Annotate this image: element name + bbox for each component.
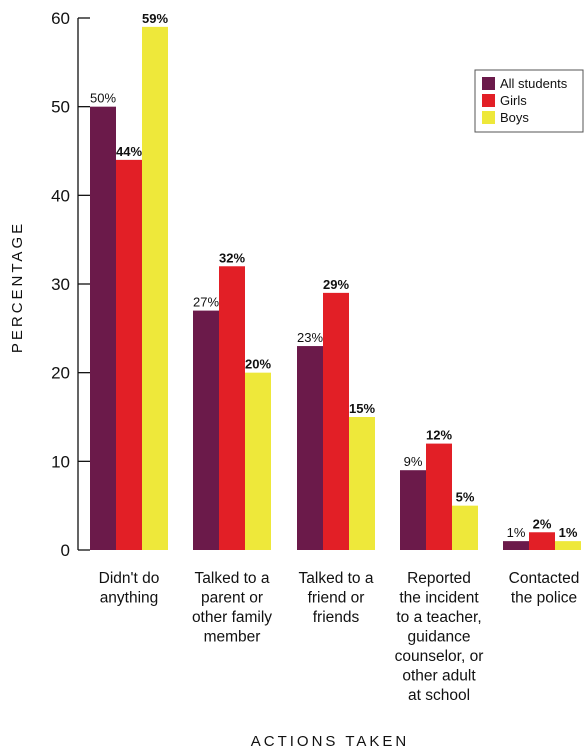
legend-swatch-all-students (482, 77, 495, 90)
category-label-line: Reported (407, 570, 471, 587)
category-label-line: guidance (408, 629, 471, 646)
bar-all-students (193, 310, 219, 550)
y-tick-label: 30 (51, 275, 70, 294)
y-axis-title: PERCENTAGE (9, 221, 26, 353)
legend: All students Girls Boys (474, 69, 584, 133)
data-label-all-students: 23% (297, 330, 323, 345)
data-label-boys: 5% (456, 490, 475, 505)
data-label-boys: 59% (142, 11, 168, 26)
category-label: Talked to a friend or friends (299, 570, 374, 626)
bar-all-students (400, 470, 426, 550)
bar-girls (116, 159, 142, 550)
data-label-boys: 15% (349, 401, 375, 416)
category-label-line: other family (192, 609, 272, 626)
data-label-girls: 44% (116, 144, 142, 159)
bar-boys (349, 417, 375, 550)
bar-girls (529, 532, 555, 550)
category-labels: Didn't do anything Talked to a parent or oth… (99, 570, 580, 704)
bar-boys (555, 541, 581, 550)
data-label-boys: 20% (245, 357, 271, 372)
bars (90, 26, 581, 551)
y-tick-label: 60 (51, 9, 70, 28)
y-tick-label: 10 (51, 452, 70, 471)
legend-label-boys: Boys (500, 110, 529, 125)
bar-all-students (90, 106, 116, 551)
category-label-line: parent or (201, 590, 263, 607)
category-label-line: the incident (399, 590, 479, 607)
category-label-line: Contacted (509, 570, 580, 587)
category-label: Reported the incident to a teacher, guidanc… (395, 570, 484, 704)
bar-all-students (503, 541, 529, 550)
category-label-line: counselor, or (395, 648, 484, 665)
data-label-all-students: 9% (404, 454, 423, 469)
bar-boys (142, 26, 168, 551)
category-label-line: Talked to a (195, 570, 270, 587)
category-label-line: anything (100, 590, 159, 607)
bar-girls (323, 292, 349, 550)
data-label-girls: 2% (533, 516, 552, 531)
category-label: Contacted the police (509, 570, 580, 607)
bar-girls (426, 443, 452, 550)
category-label-line: Didn't do (99, 570, 160, 587)
y-tick-label: 40 (51, 186, 70, 205)
category-label-line: friend or (308, 590, 365, 607)
bar-all-students (297, 346, 323, 550)
category-label-line: at school (408, 687, 470, 704)
data-label-girls: 32% (219, 250, 245, 265)
y-tick-label: 20 (51, 364, 70, 383)
category-label-line: friends (313, 609, 360, 626)
y-axis-ticks: 0 10 20 30 40 50 60 (51, 9, 90, 560)
category-label-line: other adult (402, 668, 476, 685)
y-tick-label: 0 (61, 541, 70, 560)
legend-label-girls: Girls (500, 93, 527, 108)
category-label-line: member (204, 629, 261, 646)
category-label-line: the police (511, 590, 577, 607)
data-labels: 50% 27% 23% 9% 1% 44% 32% 29% 12% 2% 59% 20% 15% 5% 1% (90, 11, 578, 540)
legend-swatch-girls (482, 94, 495, 107)
y-tick-label: 50 (51, 98, 70, 117)
legend-label-all-students: All students (500, 76, 568, 91)
bar-girls (219, 266, 245, 550)
category-label-line: to a teacher, (396, 609, 481, 626)
data-label-girls: 12% (426, 428, 452, 443)
category-label: Didn't do anything (99, 570, 160, 607)
data-label-all-students: 50% (90, 91, 116, 106)
category-label: Talked to a parent or other family member (192, 570, 272, 646)
data-label-girls: 29% (323, 277, 349, 292)
data-label-boys: 1% (559, 525, 578, 540)
x-axis-title: ACTIONS TAKEN (251, 733, 409, 750)
bar-boys (452, 505, 478, 550)
category-label-line: Talked to a (299, 570, 374, 587)
bar-boys (245, 372, 271, 550)
data-label-all-students: 1% (507, 525, 526, 540)
legend-swatch-boys (482, 111, 495, 124)
data-label-all-students: 27% (193, 295, 219, 310)
